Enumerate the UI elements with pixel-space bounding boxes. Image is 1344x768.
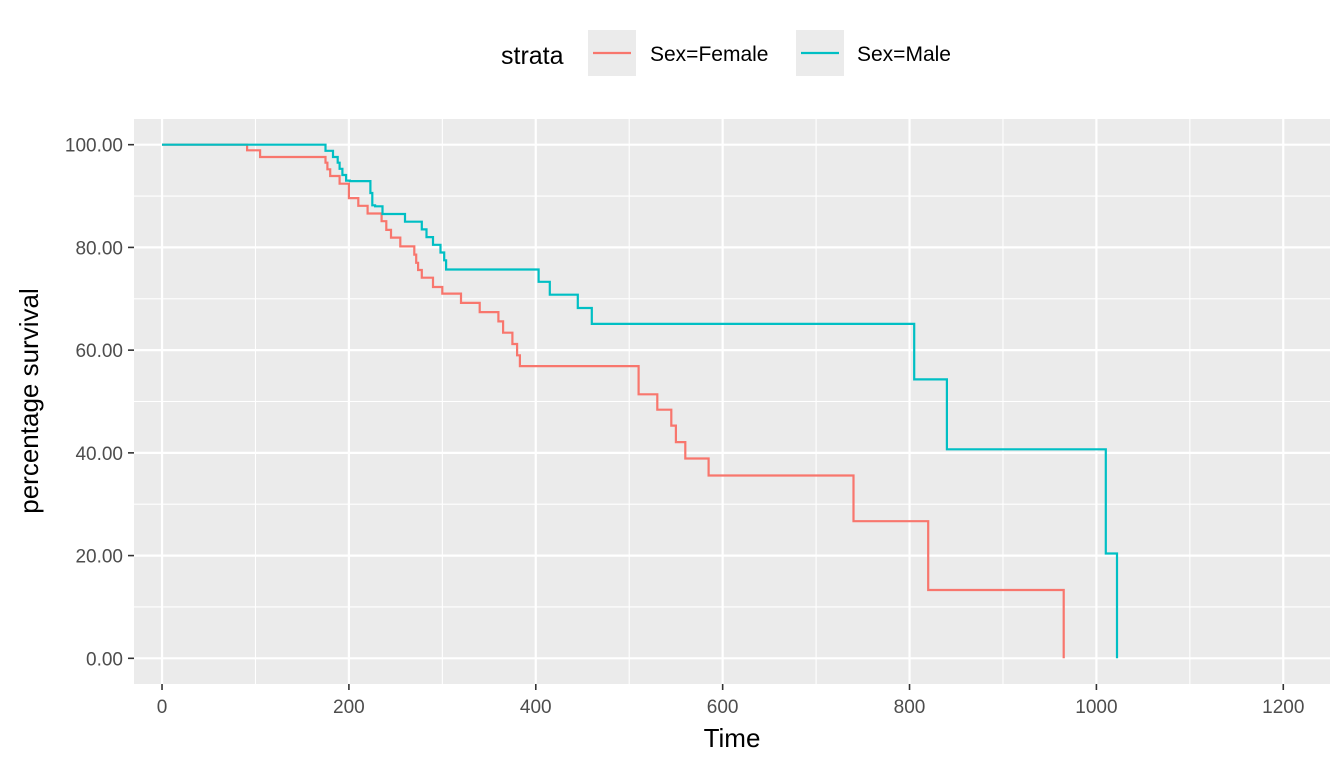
y-tick-label: 0.00 (86, 649, 123, 670)
y-axis-title: percentage survival (14, 288, 44, 513)
survival-curve-male (162, 143, 1119, 659)
x-tick-label: 1000 (1075, 697, 1117, 718)
grid (134, 119, 1330, 684)
x-tick-label: 1200 (1262, 697, 1304, 718)
axis-ticks: 0 200 400 600 800 1000 1200 0.00 20.00 40.00 60.00… (65, 136, 1305, 718)
legend-title: strata (501, 42, 564, 70)
survival-curve-female (162, 143, 1065, 659)
x-tick-label: 800 (894, 697, 926, 718)
y-tick-label: 80.00 (75, 238, 123, 259)
x-tick-label: 400 (520, 697, 552, 718)
y-tick-label: 60.00 (75, 341, 123, 362)
x-tick-label: 0 (157, 697, 168, 718)
x-tick-label: 200 (333, 697, 365, 718)
y-tick-label: 20.00 (75, 547, 123, 568)
legend-label-male: Sex=Male (857, 43, 951, 66)
y-tick-label: 100.00 (65, 136, 123, 157)
x-axis-title: Time (704, 723, 761, 753)
series-layer (162, 143, 1119, 659)
y-tick-label: 40.00 (75, 444, 123, 465)
x-tick-label: 600 (707, 697, 739, 718)
legend-label-female: Sex=Female (650, 43, 768, 66)
legend: strata Sex=Female Sex=Male (501, 30, 951, 76)
